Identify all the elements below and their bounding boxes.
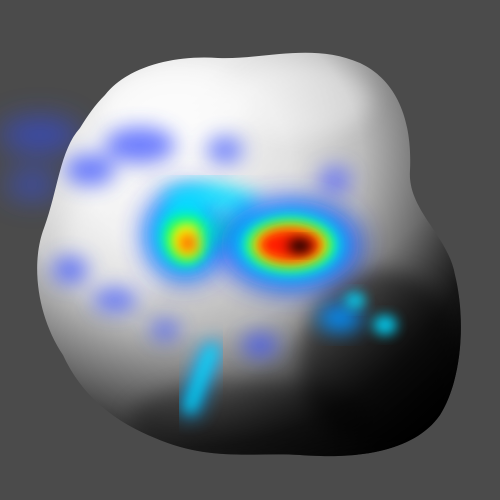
heatmap-hotspot-right	[220, 200, 360, 290]
heatmap-faint-spots	[52, 127, 351, 357]
heatmap-hotspot-left	[145, 190, 225, 280]
outside-haze	[0, 117, 80, 199]
heatmap-overlay	[52, 127, 397, 417]
heatmap-cyan-streak	[181, 341, 221, 417]
heatmap-cyan-right	[318, 292, 397, 335]
